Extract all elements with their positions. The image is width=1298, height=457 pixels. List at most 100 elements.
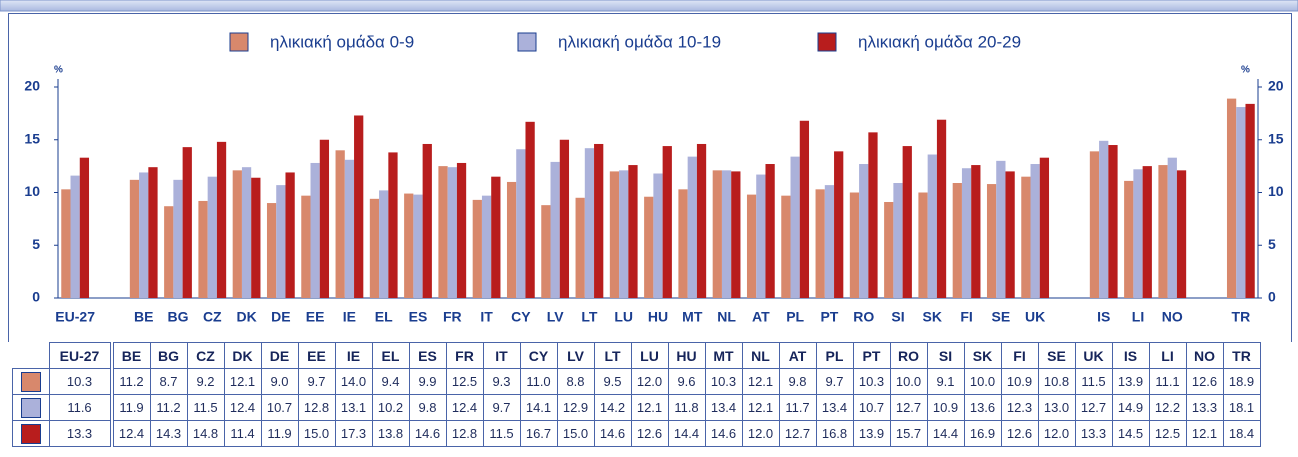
- bar: [815, 189, 825, 298]
- bar: [1108, 145, 1118, 298]
- value-cell: 13.1: [334, 394, 373, 421]
- header-cell: IT: [482, 342, 521, 369]
- header-cell: EL: [371, 342, 410, 369]
- value-cell: 11.0: [519, 368, 558, 395]
- value-cell: 12.3: [1000, 394, 1039, 421]
- value-cell: 9.7: [297, 368, 336, 395]
- bar: [241, 167, 252, 298]
- value-cell: 18.9: [1222, 368, 1261, 395]
- value-cell: 14.4: [667, 420, 706, 447]
- header-cell: AT: [778, 342, 817, 369]
- value-cell: 12.0: [741, 420, 780, 447]
- x-tick-label: LI: [1132, 309, 1144, 325]
- value-cell: 11.2: [111, 368, 151, 395]
- value-cell: 13.3: [48, 420, 114, 447]
- value-cell: 12.7: [1074, 394, 1113, 421]
- value-cell: 10.2: [371, 394, 410, 421]
- row-swatch: [20, 397, 41, 418]
- value-cell: 12.5: [445, 368, 484, 395]
- x-tick-label: CY: [511, 309, 531, 325]
- corner-cell: [13, 343, 50, 369]
- value-cell: 12.4: [223, 394, 262, 421]
- bar: [1176, 170, 1187, 298]
- value-cell: 8.8: [556, 368, 595, 395]
- y-tick-label: 5: [32, 236, 40, 252]
- data-row: 10.3 11.2 8.7 9.2 12.1 9.0 9.7 14.0 9.4 9.9 12.5 9.…: [12, 368, 1261, 395]
- bar: [893, 183, 903, 298]
- bar: [1099, 140, 1109, 298]
- value-cell: 12.8: [445, 420, 484, 447]
- bar: [1133, 169, 1143, 298]
- value-cell: 10.9: [926, 394, 965, 421]
- header-cell: IE: [334, 342, 373, 369]
- header-cell: ES: [408, 342, 447, 369]
- row-swatch: [20, 371, 41, 392]
- bar: [918, 192, 928, 298]
- header-row: EU-27 BE BG CZ DK DE EE IE EL ES FR IT CY LV LT LU HU MT N…: [13, 342, 1261, 369]
- bar: [404, 193, 414, 298]
- value-cell: 11.6: [48, 394, 114, 421]
- x-tick-label: SI: [891, 309, 904, 325]
- bar: [746, 194, 757, 298]
- bar: [472, 199, 482, 298]
- header-cell: LI: [1148, 342, 1187, 369]
- x-tick-label: NO: [1162, 309, 1183, 325]
- bar: [506, 181, 517, 298]
- bar: [952, 183, 962, 298]
- value-cell: 9.8: [408, 394, 447, 421]
- bar: [1236, 107, 1246, 298]
- value-cell: 10.7: [852, 394, 891, 421]
- header-cell: LU: [630, 342, 669, 369]
- value-cell: 10.3: [852, 368, 891, 395]
- header-cell: UK: [1074, 342, 1113, 369]
- value-cell: 14.6: [704, 420, 743, 447]
- bar: [1039, 157, 1050, 298]
- bar: [164, 206, 174, 298]
- value-cell: 17.3: [334, 420, 373, 447]
- bar: [584, 148, 595, 298]
- value-cell: 9.7: [815, 368, 854, 395]
- x-tick-label: SK: [923, 309, 942, 325]
- bar: [1142, 166, 1152, 298]
- bar: [129, 179, 140, 298]
- y2-unit: %: [1241, 65, 1250, 76]
- value-cell: 13.9: [1111, 368, 1150, 395]
- value-cell: 12.6: [1185, 368, 1224, 395]
- value-cell: 13.3: [1185, 394, 1224, 421]
- banner: [0, 0, 1298, 12]
- x-tick-label: SE: [992, 309, 1011, 325]
- value-cell: 15.7: [889, 420, 928, 447]
- bar: [525, 121, 535, 298]
- x-tick-label: TR: [1232, 309, 1251, 325]
- x-tick-label: EL: [375, 309, 393, 325]
- bar: [1005, 171, 1015, 298]
- value-cell: 14.9: [1111, 394, 1150, 421]
- data-table: EU-27 BE BG CZ DK DE EE IE EL ES FR IT CY LV LT LU HU MT N…: [12, 342, 1261, 447]
- header-cell: SE: [1037, 342, 1076, 369]
- bar: [481, 195, 492, 298]
- value-cell: 9.7: [482, 394, 521, 421]
- bar: [541, 205, 551, 298]
- value-cell: 13.4: [704, 394, 743, 421]
- bar: [422, 143, 432, 298]
- header-cell: PT: [852, 342, 891, 369]
- bar: [1158, 165, 1168, 298]
- value-cell: 9.6: [667, 368, 706, 395]
- value-cell: 15.0: [297, 420, 336, 447]
- x-tick-label: IT: [480, 309, 493, 325]
- x-tick-label: MT: [682, 309, 703, 325]
- bar: [1167, 157, 1177, 298]
- bar: [456, 162, 467, 298]
- value-cell: 9.1: [926, 368, 965, 395]
- value-cell: 13.0: [1037, 394, 1076, 421]
- bar: [550, 161, 560, 298]
- value-cell: 14.6: [593, 420, 632, 447]
- value-cell: 8.7: [149, 368, 188, 395]
- bar: [61, 189, 71, 298]
- data-row: 13.3 12.4 14.3 14.8 11.4 11.9 15.0 17.3 13.8 14.6…: [12, 420, 1261, 447]
- value-cell: 9.8: [778, 368, 817, 395]
- value-cell: 15.0: [556, 420, 595, 447]
- bar: [884, 201, 894, 298]
- y2-tick-label: 10: [1268, 183, 1284, 199]
- value-cell: 14.1: [519, 394, 558, 421]
